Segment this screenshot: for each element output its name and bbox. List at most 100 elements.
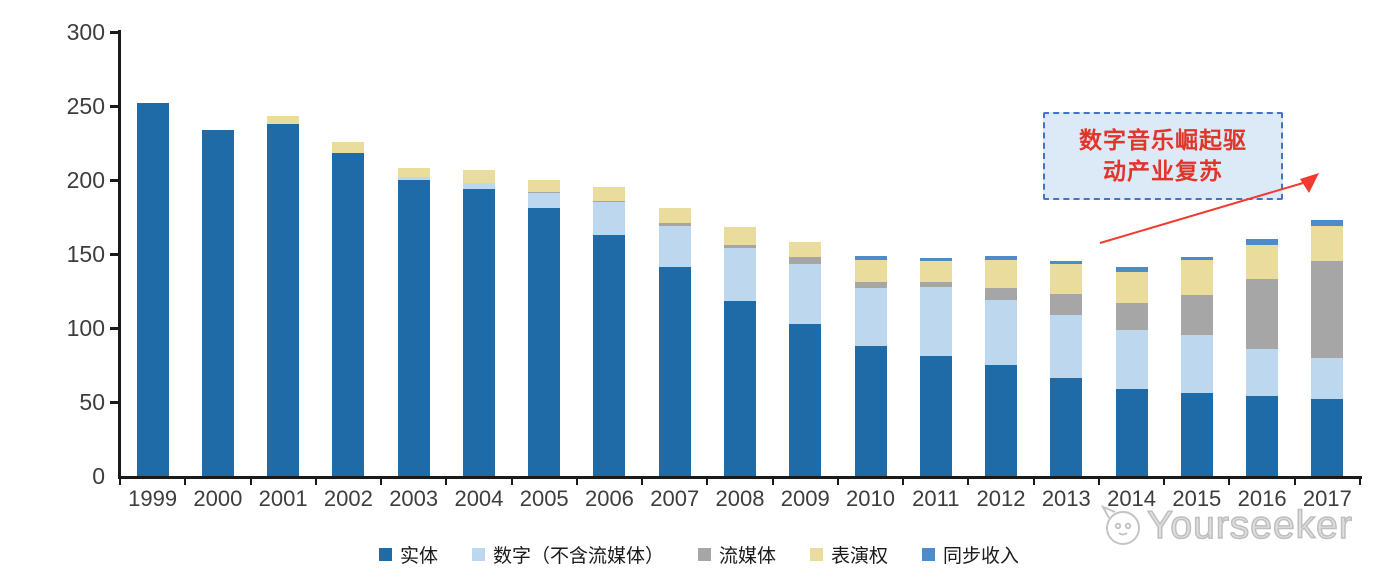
x-axis-label-2009: 2009 <box>780 486 830 511</box>
y-axis-tick <box>110 105 119 108</box>
legend-label-sync-revenue: 同步收入 <box>943 546 1020 567</box>
y-axis-label-50: 50 <box>79 389 105 415</box>
bar-2003-performance-rights <box>397 168 430 178</box>
x-axis-tick <box>771 478 774 485</box>
legend-item-sync-revenue: 同步收入 <box>922 541 1019 568</box>
bar-2015-physical <box>1180 393 1213 476</box>
x-axis-label-2000: 2000 <box>193 486 243 511</box>
bar-2012-digital-excl-streaming <box>985 299 1018 365</box>
x-axis-tick <box>380 478 383 485</box>
x-axis-label-2013: 2013 <box>1041 486 1091 511</box>
x-axis-label-2015: 2015 <box>1172 486 1222 511</box>
bar-2012-streaming <box>985 288 1018 300</box>
y-axis-label-150: 150 <box>66 241 105 267</box>
bar-2016-sync-revenue <box>1246 239 1279 246</box>
x-axis-label-2003: 2003 <box>389 486 439 511</box>
bar-2007-digital-excl-streaming <box>658 225 691 268</box>
y-axis-label-300: 300 <box>66 19 105 45</box>
y-axis-tick <box>110 327 119 330</box>
bar-2012 <box>985 255 1018 476</box>
x-axis-tick <box>1228 478 1231 485</box>
x-axis-label-2016: 2016 <box>1237 486 1287 511</box>
x-axis-label-2004: 2004 <box>454 486 504 511</box>
x-axis-label-2007: 2007 <box>650 486 700 511</box>
bar-2004-performance-rights <box>462 169 495 183</box>
bar-2017-performance-rights <box>1311 225 1344 262</box>
bar-1999 <box>136 103 169 476</box>
x-axis-tick <box>314 478 317 485</box>
bar-2003 <box>397 168 430 476</box>
bar-2007-streaming <box>658 222 691 226</box>
x-axis-label-2008: 2008 <box>715 486 765 511</box>
bar-2013-performance-rights <box>1050 264 1083 294</box>
annotation-arrow <box>1099 173 1319 244</box>
bar-2007-performance-rights <box>658 208 691 223</box>
legend-label-performance-rights: 表演权 <box>831 546 889 567</box>
bar-2004 <box>462 169 495 476</box>
legend-item-physical: 实体 <box>378 541 438 568</box>
bar-2000 <box>201 129 234 476</box>
bar-2006 <box>593 187 626 476</box>
x-axis-label-2017: 2017 <box>1302 486 1352 511</box>
x-axis-tick <box>575 478 578 485</box>
x-axis-label-2010: 2010 <box>846 486 895 511</box>
annotation-text-line1: 数字音乐崛起驱 <box>1079 127 1247 153</box>
bar-2006-streaming <box>593 200 626 203</box>
x-axis-tick <box>902 478 905 485</box>
x-axis-tick <box>119 478 121 485</box>
x-axis-tick <box>1293 478 1296 485</box>
bar-2015-streaming <box>1180 295 1213 336</box>
y-axis-tick <box>110 401 119 404</box>
bar-2010 <box>854 255 887 476</box>
y-axis-label-200: 200 <box>66 167 105 193</box>
bar-2008-streaming <box>724 245 756 249</box>
legend-item-digital-excl-streaming: 数字（不含流媒体） <box>471 541 664 568</box>
mascot-logo-icon <box>1100 504 1140 545</box>
bar-2016-physical <box>1246 396 1279 476</box>
x-axis-tick <box>1163 478 1166 485</box>
x-axis-tick <box>836 478 839 485</box>
y-axis-tick <box>110 253 119 256</box>
legend-swatch-streaming <box>697 548 711 561</box>
x-axis-tick <box>1097 478 1100 485</box>
x-axis-label-2002: 2002 <box>323 486 373 511</box>
bar-2015-digital-excl-streaming <box>1180 335 1213 394</box>
bar-2017 <box>1311 220 1344 476</box>
bar-2008-digital-excl-streaming <box>724 248 756 302</box>
y-axis-label-100: 100 <box>66 315 105 341</box>
bar-2012-performance-rights <box>985 259 1018 289</box>
x-axis-tick <box>249 478 252 485</box>
bar-2004-digital-excl-streaming <box>462 182 495 189</box>
y-axis-tick <box>110 179 119 182</box>
bar-2014-performance-rights <box>1115 271 1148 303</box>
bar-2003-physical <box>397 180 430 476</box>
bar-2010-performance-rights <box>854 259 887 283</box>
bar-2008 <box>724 227 756 476</box>
x-axis-tick <box>1359 478 1361 485</box>
legend-swatch-sync-revenue <box>922 548 936 561</box>
x-axis-label-2005: 2005 <box>519 486 569 511</box>
x-axis-label-2001: 2001 <box>258 486 308 511</box>
bar-2014 <box>1115 267 1148 476</box>
bar-2005-streaming <box>528 191 561 194</box>
bar-2017-sync-revenue <box>1311 220 1344 226</box>
bar-2013 <box>1050 261 1083 476</box>
bar-2010-digital-excl-streaming <box>854 288 887 346</box>
legend-item-performance-rights: 表演权 <box>810 541 888 568</box>
x-axis-tick <box>445 478 448 485</box>
legend-swatch-physical <box>378 548 392 561</box>
bar-2010-streaming <box>854 282 887 289</box>
bar-2005-performance-rights <box>528 180 561 192</box>
bar-2003-digital-excl-streaming <box>397 177 430 180</box>
bar-2015-sync-revenue <box>1180 256 1213 260</box>
plot-area <box>120 32 1360 476</box>
x-axis-tick <box>510 478 513 485</box>
bar-2014-streaming <box>1115 302 1148 330</box>
bar-2011-streaming <box>919 282 952 287</box>
bar-2017-streaming <box>1311 261 1344 358</box>
bar-2014-digital-excl-streaming <box>1115 329 1148 389</box>
bar-2009-streaming <box>789 256 822 265</box>
x-axis-line <box>118 476 1362 479</box>
legend-swatch-digital-excl-streaming <box>471 548 485 561</box>
